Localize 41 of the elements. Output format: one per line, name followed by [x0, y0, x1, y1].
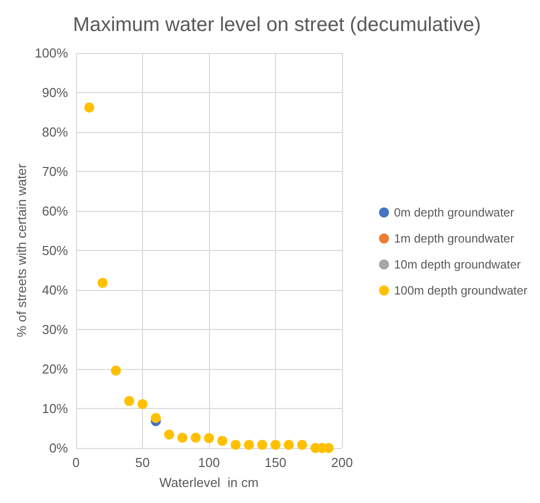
y-tick-label: 50%: [42, 243, 68, 258]
point: [270, 440, 280, 450]
point: [190, 432, 201, 443]
x-axis-title: Waterlevel in cm: [159, 475, 259, 490]
point: [98, 278, 108, 288]
y-tick-label: 100%: [34, 46, 68, 60]
legend-label: 1m depth groundwater: [394, 232, 514, 246]
y-tick-label: 0%: [49, 440, 68, 456]
legend-label: 0m depth groundwater: [394, 206, 514, 220]
y-tick-label: 80%: [42, 124, 68, 140]
point: [110, 366, 121, 376]
x-tick-label: 150: [264, 455, 286, 470]
point: [257, 440, 268, 450]
point: [124, 396, 134, 406]
point: [164, 430, 174, 440]
point: [284, 440, 294, 450]
chart-title: Maximum water level on street (decumulative): [73, 14, 481, 36]
x-tick-label: 100: [198, 455, 220, 470]
point: [150, 412, 161, 423]
point: [204, 433, 214, 444]
point: [177, 432, 188, 443]
point: [244, 440, 254, 450]
y-tick-label: 10%: [42, 401, 68, 416]
legend-label: 100m depth groundwater: [394, 284, 528, 298]
legend-label: 10m depth groundwater: [394, 258, 521, 272]
y-tick-label: 60%: [42, 204, 68, 218]
x-tick-label: 200: [331, 455, 353, 470]
y-tick-label: 40%: [42, 282, 68, 298]
y-axis-title: % of streets with certain water: [14, 163, 29, 338]
y-tick-label: 20%: [42, 362, 68, 376]
y-tick-label: 70%: [42, 164, 68, 179]
point: [217, 436, 228, 446]
y-tick-label: 90%: [42, 85, 68, 100]
point: [230, 440, 241, 450]
y-tick-label: 30%: [42, 322, 68, 337]
x-tick-label: 50: [135, 455, 150, 470]
point: [138, 399, 148, 410]
point: [324, 443, 334, 453]
x-tick-label: 0: [72, 455, 80, 470]
point: [84, 102, 94, 113]
point: [297, 440, 308, 450]
